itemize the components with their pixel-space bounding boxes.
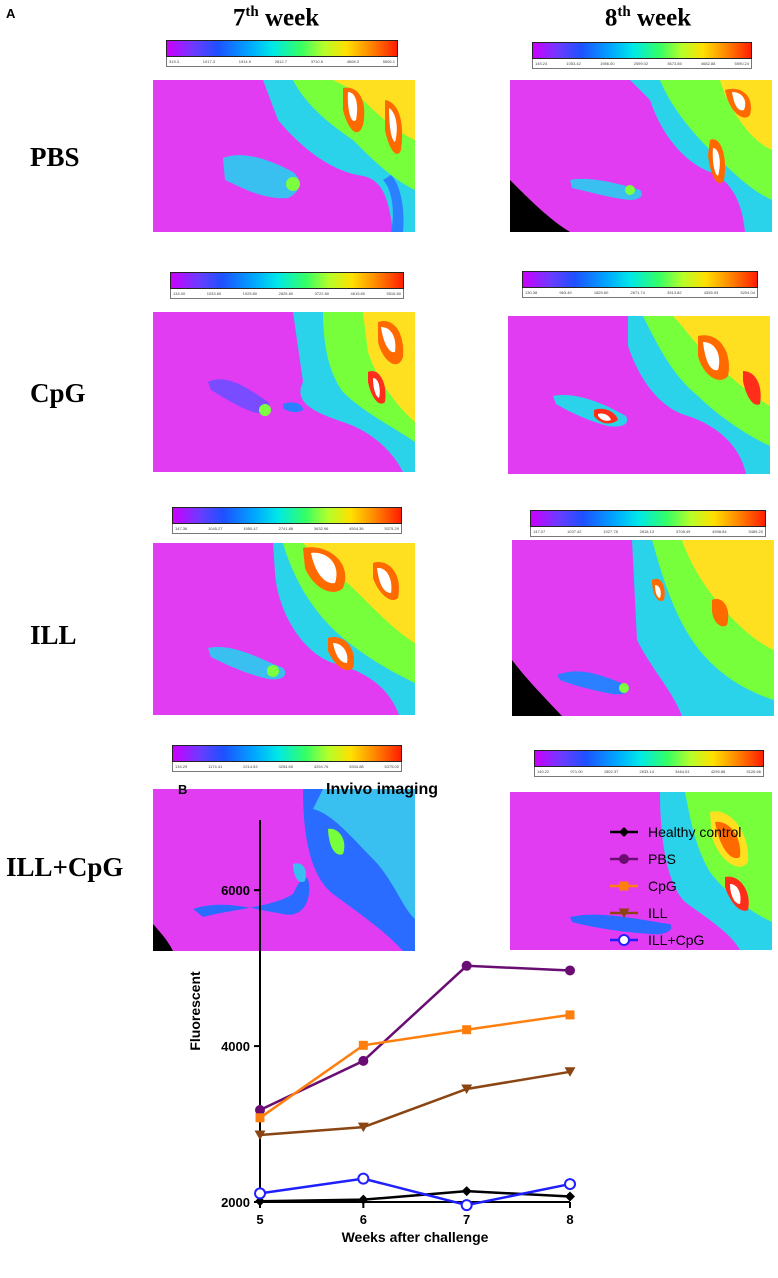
legend-marker (619, 854, 629, 864)
colorbar-ticks: 140.22 971.00 1802.37 2633.14 3464.51 4295.88… (534, 767, 764, 777)
legend-label: Healthy control (648, 824, 741, 840)
data-point (254, 1130, 266, 1140)
colorbar-gradient (166, 40, 398, 57)
y-axis-label: Fluorescent (187, 971, 203, 1051)
data-point (461, 1084, 473, 1094)
colorbar-gradient (172, 745, 402, 762)
column-title-week7: 7th week (232, 4, 320, 32)
colorbar-gradient (534, 750, 764, 767)
row-label-cpg: CpG (30, 378, 86, 408)
colorbar: 319.3 1017.3 1914.9 2812.7 3710.5 4608.3 5506.… (166, 40, 398, 67)
colorbar-ticks: 147.36 1045.27 1950.47 2741.88 3632.96 4504.3… (172, 524, 402, 534)
line-chart: 2000 4000 6000 5 6 7 8 Weeks after challenge Flu… (187, 820, 741, 1245)
legend-marker (619, 827, 629, 837)
legend-marker (618, 934, 630, 946)
colorbar-ticks: 134.29 1174.41 2214.53 3254.65 4294.76 5334.8… (172, 762, 402, 772)
thermal-image-pbs-week8 (510, 80, 772, 232)
data-point (564, 1178, 576, 1191)
x-tick-label: 7 (463, 1212, 470, 1227)
colorbar: 130.38 963.49 1825.60 2671.74 3513.82 4355.93… (522, 271, 758, 298)
data-point (357, 1172, 370, 1185)
series-line (259, 964, 571, 1112)
data-point (462, 1025, 472, 1035)
x-tick-label: 6 (360, 1212, 367, 1227)
thermal-image-ill-cpg-week7 (153, 789, 415, 951)
legend-label: CpG (648, 878, 677, 894)
x-tick-label: 8 (566, 1212, 573, 1227)
y-tick-label: 4000 (221, 1039, 250, 1054)
data-point (254, 1187, 266, 1200)
legend-marker (619, 881, 629, 891)
legend-label: PBS (648, 851, 676, 867)
row-label-ill: ILL (30, 620, 77, 650)
row-label-pbs: PBS (30, 142, 80, 172)
colorbar: 145.24 1053.42 1986.00 2599.02 3673.85 4682.8… (532, 42, 752, 69)
data-point (460, 1199, 473, 1212)
colorbar: 147.07 1037.42 1927.78 2818.13 3708.49 4598.8… (530, 510, 766, 537)
colorbar-ticks: 130.38 963.49 1825.60 2671.74 3513.82 4355.93… (522, 288, 758, 298)
data-point (564, 1067, 576, 1077)
panel-a-label: A (6, 6, 16, 21)
colorbar: 140.22 971.00 1802.37 2633.14 3464.51 4295.88… (534, 750, 764, 777)
data-point (461, 1186, 472, 1197)
y-tick-label: 6000 (221, 883, 250, 898)
data-point (358, 1194, 369, 1205)
colorbar: 147.36 1045.27 1950.47 2741.88 3632.96 4504.3… (172, 507, 402, 534)
data-point (565, 965, 575, 976)
x-axis-label: Weeks after challenge (342, 1229, 489, 1245)
chart-title: Invivo imaging (326, 781, 439, 798)
colorbar-gradient (522, 271, 758, 288)
series-line (259, 1070, 571, 1137)
colorbar-ticks: 147.07 1037.42 1927.78 2818.13 3708.49 4598.8… (530, 527, 766, 537)
y-tick-label: 2000 (221, 1195, 250, 1210)
thermal-image-cpg-week8 (508, 316, 770, 474)
legend-label: ILL+CpG (648, 932, 704, 948)
x-tick-label: 5 (256, 1212, 263, 1227)
thermal-image-cpg-week7 (153, 312, 415, 472)
data-point (461, 960, 472, 971)
data-point (255, 1105, 265, 1116)
colorbar-gradient (172, 507, 402, 524)
data-point (358, 1055, 369, 1066)
series-line (259, 1013, 571, 1119)
data-point (357, 1122, 369, 1133)
colorbar-gradient (532, 42, 752, 59)
colorbar-gradient (530, 510, 766, 527)
colorbar-ticks: 319.3 1017.3 1914.9 2812.7 3710.5 4608.3 5506.… (166, 57, 398, 67)
legend-marker (618, 908, 630, 918)
column-title-week8: 8th week (604, 4, 692, 32)
colorbar-gradient (170, 272, 404, 289)
thermal-image-ill-cpg-week8 (510, 792, 772, 950)
data-point (565, 1010, 575, 1020)
data-point (255, 1113, 265, 1123)
colorbar: 134.29 1174.41 2214.53 3254.65 4294.76 5334.8… (172, 745, 402, 772)
row-label-ill-cpg: ILL+CpG (6, 852, 124, 882)
series-line (259, 1177, 571, 1207)
legend-label: ILL (648, 905, 668, 921)
colorbar-ticks: 145.24 1053.42 1986.00 2599.02 3673.85 4682.8… (532, 59, 752, 69)
thermal-image-pbs-week7 (153, 80, 415, 232)
thermal-image-ill-week8 (512, 540, 774, 716)
panel-b-label: B (178, 782, 188, 797)
thermal-image-ill-week7 (153, 543, 415, 715)
colorbar-ticks: 134.00 1033.80 1925.80 2825.80 3722.80 4619.8… (170, 289, 404, 299)
data-point (565, 1191, 575, 1202)
colorbar: 134.00 1033.80 1925.80 2825.80 3722.80 4619.8… (170, 272, 404, 299)
data-point (358, 1040, 368, 1050)
